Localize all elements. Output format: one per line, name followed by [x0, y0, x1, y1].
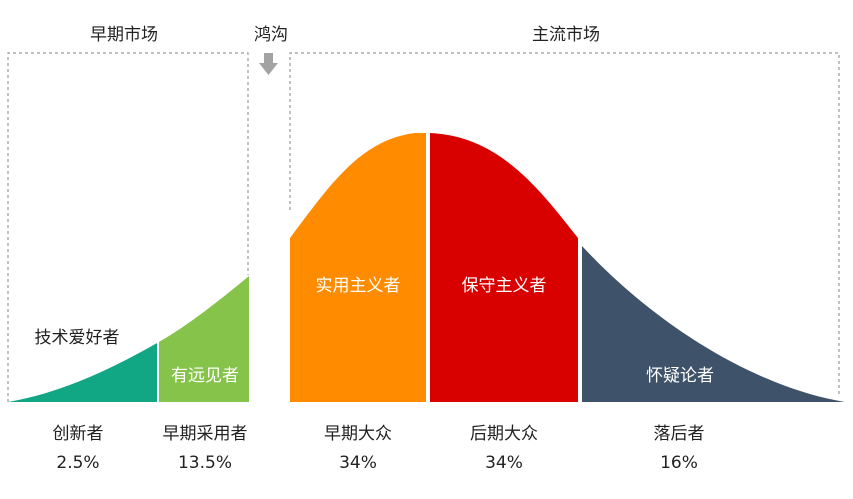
segment-label-pragmatists: 实用主义者 — [315, 276, 401, 296]
chasm-label: 鸿沟 — [254, 25, 288, 45]
segment-innovators — [8, 343, 157, 402]
group-share: 2.5% — [56, 453, 100, 473]
group-name: 早期采用者 — [162, 424, 248, 444]
group-early-adopters: 早期采用者 13.5% — [163, 420, 248, 478]
segment-laggards — [582, 246, 845, 402]
segment-label-conservatives: 保守主义者 — [461, 276, 547, 296]
arrow-down-icon — [259, 53, 278, 75]
group-share: 34% — [485, 453, 523, 473]
mainstream-market-box — [289, 52, 840, 395]
segment-label-visionaries: 有远见者 — [171, 366, 239, 386]
early-market-label: 早期市场 — [90, 25, 158, 45]
group-laggards: 落后者 16% — [654, 420, 705, 478]
group-share: 13.5% — [177, 453, 232, 473]
group-share: 16% — [660, 453, 698, 473]
group-early-majority: 早期大众 34% — [324, 420, 392, 478]
segment-early-majority — [290, 133, 426, 402]
early-market-box — [7, 52, 249, 402]
group-late-majority: 后期大众 34% — [470, 420, 538, 478]
group-name: 后期大众 — [470, 424, 538, 444]
segment-late-majority — [430, 133, 578, 402]
group-name: 早期大众 — [324, 424, 392, 444]
group-name: 创新者 — [52, 424, 104, 444]
segment-label-skeptics: 怀疑论者 — [646, 366, 714, 386]
mainstream-market-label: 主流市场 — [532, 25, 600, 45]
group-innovators: 创新者 2.5% — [53, 420, 104, 478]
group-share: 34% — [339, 453, 377, 473]
segment-early-adopters — [159, 276, 249, 402]
group-name: 落后者 — [653, 424, 705, 444]
segment-label-tech-enthusiasts: 技术爱好者 — [34, 328, 120, 348]
